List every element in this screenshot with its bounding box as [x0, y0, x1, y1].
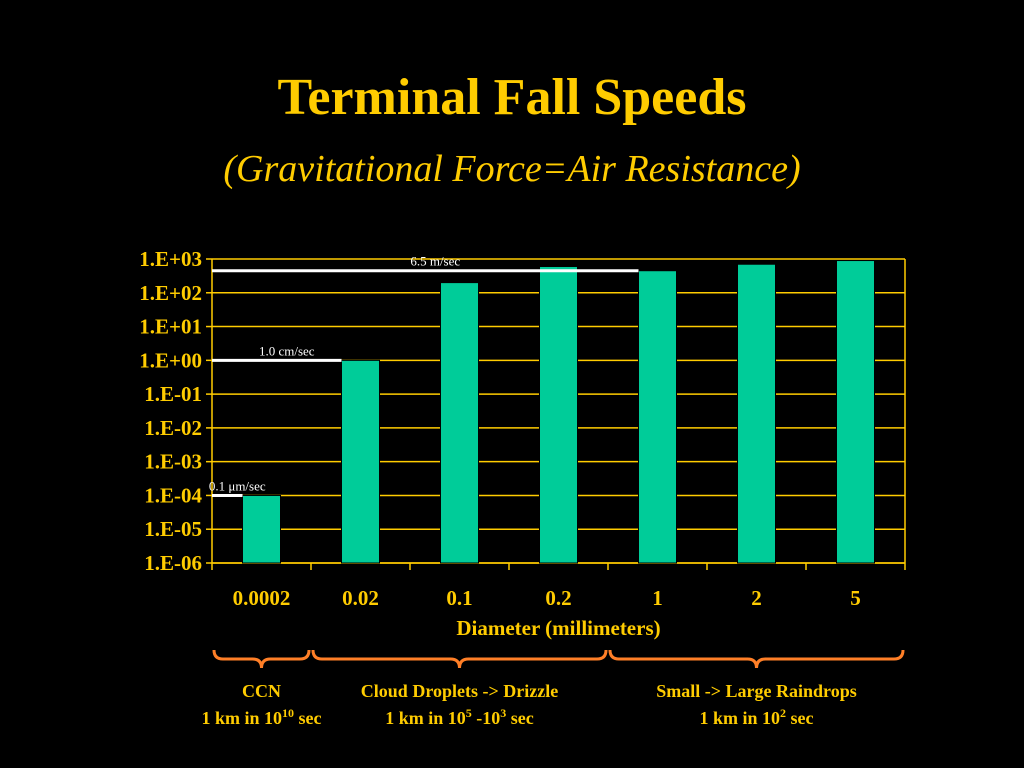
group-brace [608, 649, 905, 669]
x-tick-label: 1 [652, 586, 663, 610]
annotation-label: 0.1 μm/sec [209, 478, 266, 493]
group-time: 1 km in 105 -103 sec [385, 706, 534, 728]
group-name: CCN [242, 681, 281, 701]
bar [737, 263, 776, 564]
x-tick-label: 5 [850, 586, 861, 610]
x-tick-label: 0.1 [446, 586, 472, 610]
y-tick-label: 1.E+01 [139, 315, 202, 339]
group-time: 1 km in 1010 sec [201, 706, 321, 728]
y-tick-label: 1.E-03 [144, 450, 202, 474]
x-axis-title: Diameter (millimeters) [456, 616, 660, 640]
y-tick-label: 1.E-05 [144, 517, 202, 541]
y-tick-label: 1.E-06 [144, 551, 202, 575]
y-tick-label: 1.E+02 [139, 281, 202, 305]
x-tick-label: 0.0002 [233, 586, 291, 610]
bar [638, 270, 677, 564]
y-tick-label: 1.E+00 [139, 348, 202, 372]
bar [242, 494, 281, 564]
group-brace [212, 649, 311, 669]
x-tick-label: 2 [751, 586, 762, 610]
bar [440, 282, 479, 564]
x-tick-label: 0.2 [545, 586, 571, 610]
annotation-label: 6.5 m/sec [410, 254, 460, 269]
bar [836, 260, 875, 564]
annotation-label: 1.0 cm/sec [259, 343, 315, 358]
slide-title: Terminal Fall Speeds [277, 69, 747, 126]
bar [341, 359, 380, 564]
y-tick-label: 1.E-02 [144, 416, 202, 440]
x-tick-label: 0.02 [342, 586, 379, 610]
slide-subtitle: (Gravitational Force=Air Resistance) [223, 148, 801, 190]
group-name: Cloud Droplets -> Drizzle [361, 681, 558, 701]
y-tick-label: 1.E-01 [144, 382, 202, 406]
group-time: 1 km in 102 sec [699, 706, 813, 728]
group-brace [311, 649, 608, 669]
y-tick-label: 1.E+03 [139, 247, 202, 271]
group-name: Small -> Large Raindrops [656, 681, 856, 701]
y-tick-label: 1.E-04 [144, 483, 202, 507]
bar [539, 265, 578, 564]
